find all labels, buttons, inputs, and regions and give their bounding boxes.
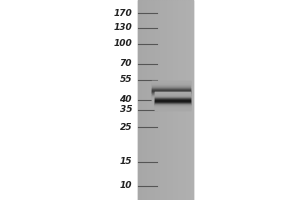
Bar bbox=[140, 0, 142, 200]
Bar bbox=[162, 0, 164, 200]
Bar bbox=[138, 0, 140, 200]
Bar bbox=[154, 0, 156, 200]
Bar bbox=[176, 0, 178, 200]
Bar bbox=[167, 0, 169, 200]
Bar bbox=[143, 0, 145, 200]
Bar bbox=[151, 0, 153, 200]
Text: 25: 25 bbox=[119, 122, 132, 132]
Text: 55: 55 bbox=[119, 75, 132, 84]
Bar bbox=[175, 0, 176, 200]
Bar bbox=[188, 0, 189, 200]
Text: 100: 100 bbox=[113, 40, 132, 48]
Bar bbox=[142, 0, 143, 200]
Bar bbox=[180, 0, 182, 200]
Bar bbox=[182, 0, 184, 200]
Bar bbox=[149, 0, 151, 200]
Text: 70: 70 bbox=[119, 60, 132, 68]
Bar bbox=[156, 0, 158, 200]
Bar bbox=[153, 0, 154, 200]
Bar bbox=[186, 0, 188, 200]
Text: 15: 15 bbox=[119, 158, 132, 166]
Bar bbox=[138, 0, 193, 200]
Bar bbox=[158, 0, 160, 200]
Bar bbox=[178, 0, 180, 200]
Text: 35: 35 bbox=[119, 106, 132, 114]
Bar bbox=[171, 0, 173, 200]
Bar bbox=[166, 0, 167, 200]
Bar bbox=[173, 0, 175, 200]
Bar bbox=[164, 0, 166, 200]
Text: 170: 170 bbox=[113, 8, 132, 18]
Bar bbox=[189, 0, 191, 200]
Bar bbox=[169, 0, 171, 200]
Text: 10: 10 bbox=[119, 182, 132, 190]
Bar bbox=[184, 0, 186, 200]
Bar bbox=[145, 0, 147, 200]
Bar bbox=[191, 0, 193, 200]
Bar bbox=[147, 0, 149, 200]
Text: 130: 130 bbox=[113, 23, 132, 32]
Bar bbox=[160, 0, 162, 200]
Text: 40: 40 bbox=[119, 96, 132, 104]
